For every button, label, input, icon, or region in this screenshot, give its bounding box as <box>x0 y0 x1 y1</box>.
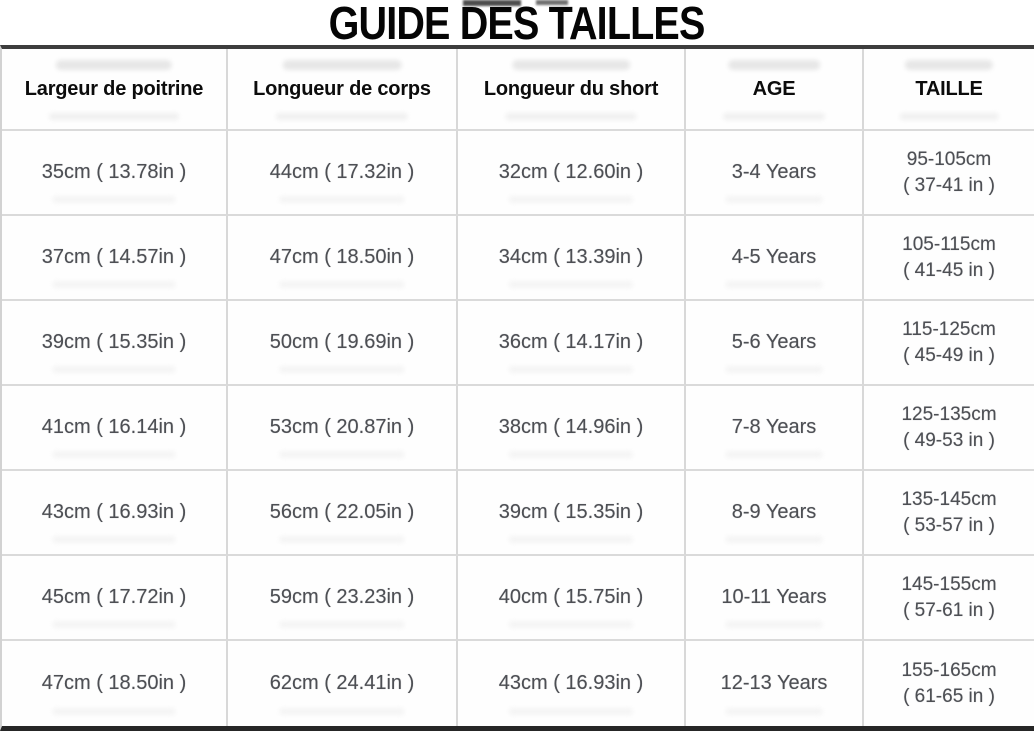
cell-size: 125-135cm ( 49-53 in ) <box>864 386 1034 471</box>
size-cm: 95-105cm <box>906 148 992 170</box>
column-header-age: AGE <box>686 49 864 131</box>
column-header-label: Longueur de corps <box>253 77 431 100</box>
cell-size: 95-105cm ( 37-41 in ) <box>864 131 1034 216</box>
column-header-chest-width: Largeur de poitrine <box>2 49 228 131</box>
cell-short-length: 40cm ( 15.75in ) <box>458 556 686 641</box>
table-row: 37cm ( 14.57in ) 47cm ( 18.50in ) 34cm (… <box>2 216 1034 301</box>
size-cm: 105-115cm <box>902 233 996 255</box>
cell-body-length: 44cm ( 17.32in ) <box>228 131 458 216</box>
table-row: 41cm ( 16.14in ) 53cm ( 20.87in ) 38cm (… <box>2 386 1034 471</box>
cell-age: 12-13 Years <box>686 641 864 726</box>
cell-age: 4-5 Years <box>686 216 864 301</box>
cell-size: 135-145cm ( 53-57 in ) <box>864 471 1034 556</box>
cell-size: 105-115cm ( 41-45 in ) <box>864 216 1034 301</box>
cell-age: 7-8 Years <box>686 386 864 471</box>
column-header-label: Largeur de poitrine <box>24 77 204 100</box>
size-in: ( 53-57 in ) <box>903 514 995 536</box>
cell-short-length: 43cm ( 16.93in ) <box>458 641 686 726</box>
size-in: ( 57-61 in ) <box>903 599 995 621</box>
size-in: ( 41-45 in ) <box>903 259 995 281</box>
cell-body-length: 53cm ( 20.87in ) <box>228 386 458 471</box>
column-header-label: TAILLE <box>915 77 983 100</box>
cell-short-length: 36cm ( 14.17in ) <box>458 301 686 386</box>
cell-chest-width: 47cm ( 18.50in ) <box>2 641 228 726</box>
size-cm: 115-125cm <box>902 318 996 340</box>
column-header-label: AGE <box>752 77 796 100</box>
cell-body-length: 47cm ( 18.50in ) <box>228 216 458 301</box>
cell-body-length: 56cm ( 22.05in ) <box>228 471 458 556</box>
cell-size: 115-125cm ( 45-49 in ) <box>864 301 1034 386</box>
column-header-size: TAILLE <box>864 49 1034 131</box>
cell-size: 155-165cm ( 61-65 in ) <box>864 641 1034 726</box>
size-in: ( 49-53 in ) <box>903 429 995 451</box>
size-in: ( 61-65 in ) <box>903 685 995 707</box>
size-in: ( 37-41 in ) <box>903 174 995 196</box>
table-row: 35cm ( 13.78in ) 44cm ( 17.32in ) 32cm (… <box>2 131 1034 216</box>
cell-body-length: 59cm ( 23.23in ) <box>228 556 458 641</box>
cell-age: 5-6 Years <box>686 301 864 386</box>
column-header-short-length: Longueur du short <box>458 49 686 131</box>
size-cm: 155-165cm <box>901 659 997 681</box>
cell-short-length: 38cm ( 14.96in ) <box>458 386 686 471</box>
cell-chest-width: 43cm ( 16.93in ) <box>2 471 228 556</box>
size-cm: 135-145cm <box>901 488 997 510</box>
cell-chest-width: 39cm ( 15.35in ) <box>2 301 228 386</box>
cell-chest-width: 35cm ( 13.78in ) <box>2 131 228 216</box>
table-row: 43cm ( 16.93in ) 56cm ( 22.05in ) 39cm (… <box>2 471 1034 556</box>
column-header-label: Longueur du short <box>483 77 659 100</box>
table-row: 45cm ( 17.72in ) 59cm ( 23.23in ) 40cm (… <box>2 556 1034 641</box>
title-band: GUIDE DES TAILLES <box>0 0 1034 49</box>
table-row: 47cm ( 18.50in ) 62cm ( 24.41in ) 43cm (… <box>2 641 1034 726</box>
size-cm: 145-155cm <box>901 573 997 595</box>
cell-chest-width: 37cm ( 14.57in ) <box>2 216 228 301</box>
cell-short-length: 39cm ( 15.35in ) <box>458 471 686 556</box>
cell-short-length: 34cm ( 13.39in ) <box>458 216 686 301</box>
cell-short-length: 32cm ( 12.60in ) <box>458 131 686 216</box>
cell-chest-width: 41cm ( 16.14in ) <box>2 386 228 471</box>
cell-age: 3-4 Years <box>686 131 864 216</box>
column-header-body-length: Longueur de corps <box>228 49 458 131</box>
page-title: GUIDE DES TAILLES <box>329 0 706 49</box>
cell-body-length: 50cm ( 19.69in ) <box>228 301 458 386</box>
table-header-row: Largeur de poitrine Longueur de corps Lo… <box>2 49 1034 131</box>
size-table: Largeur de poitrine Longueur de corps Lo… <box>0 45 1034 731</box>
cell-size: 145-155cm ( 57-61 in ) <box>864 556 1034 641</box>
cell-age: 8-9 Years <box>686 471 864 556</box>
cell-body-length: 62cm ( 24.41in ) <box>228 641 458 726</box>
cell-age: 10-11 Years <box>686 556 864 641</box>
cell-chest-width: 45cm ( 17.72in ) <box>2 556 228 641</box>
table-row: 39cm ( 15.35in ) 50cm ( 19.69in ) 36cm (… <box>2 301 1034 386</box>
size-in: ( 45-49 in ) <box>903 344 995 366</box>
size-cm: 125-135cm <box>901 403 997 425</box>
